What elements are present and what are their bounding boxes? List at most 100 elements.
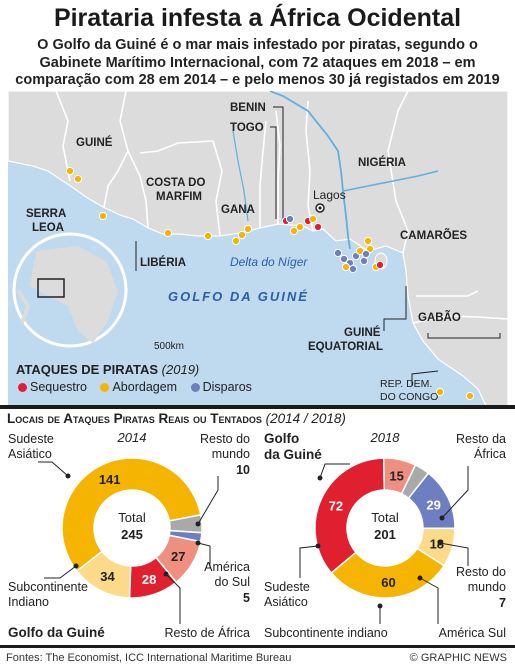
country-label-do-congo: DO CONGO [380,391,438,403]
section-title: Locais de Ataques Piratas Reais ou Tenta… [7,411,346,426]
label-2014-sudeste-1: Sudeste [8,432,54,446]
attack-dot [65,166,75,176]
label-2018-golfo-1: Golfo [264,431,299,446]
donut-value-2018-5: 60 [381,575,395,590]
country-label-leoa: LEOA [32,222,64,234]
label-2014-america-2: do Sul [215,575,250,589]
chart-year-2018: 2018 [370,430,401,445]
subtitle-line: O Golfo da Guiné é o mar mais infestado … [37,37,478,53]
label-2018-sudeste-1: Sudeste [264,580,310,594]
locator-frame [37,278,65,298]
label-2014-america-1: América [204,560,250,574]
attack-dot [435,387,445,397]
label-2014-sudeste-2: Asiático [8,447,52,461]
legend-dot-sequestro [18,383,27,392]
total-value-2018: 201 [374,527,396,542]
label-2014-golfo: Golfo da Guiné [8,625,105,640]
section-years: (2014 / 2018) [265,411,346,426]
legend-title-text: Ataques de Piratas [16,362,159,377]
attack-dot [333,248,343,258]
country-label-rep-dem: REP. DEM. [380,378,432,390]
city-label-lagos: Lagos [313,188,346,202]
donut-charts: 141 27 28 34 72 15 29 18 60 2014 2018 Total 245… [8,430,506,640]
attack-dot [465,391,475,401]
donut-slice-2018-0 [314,457,386,575]
country-label-marfim: MARFIM [156,191,202,203]
donut-value-2018-4: 18 [430,536,444,551]
label-2018-golfo-2: da Guiné [264,447,322,462]
attack-dot [285,214,295,224]
label-2014-resto-mundo-2: mundo [212,447,250,461]
attack-dot [359,256,369,266]
attack-dots [65,166,475,401]
donut-value-2014-3: 27 [171,549,185,564]
donut-value-2014-4: 28 [142,572,156,587]
attack-dot [313,222,323,232]
attack-dot [308,214,318,224]
attack-dot [73,174,83,184]
label-2014-america-val: 5 [243,591,250,605]
label-2014-subcontinente-1: Subcontinente [8,580,88,594]
donut-2014: 141 27 28 34 [61,457,203,599]
legend-dot-abordagem [100,383,110,392]
attack-dot [289,226,299,236]
donut-slice-2014-0 [61,457,202,573]
label-2014-resto-africa: Resto de África [165,625,251,640]
attack-dot [348,264,358,274]
country-label-togo: TOGO [230,122,264,134]
country-label-gabao: GABÃO [418,311,461,324]
attack-dot [243,224,253,234]
donut-2018: 72 15 29 18 60 [314,457,456,599]
country-label-serra: SERRA [26,208,66,220]
country-label-gana: GANA [221,204,255,216]
chart-year-2014: 2014 [117,430,147,445]
label-2014-resto-mundo-val: 10 [236,463,250,477]
country-label-costa-do: COSTA DO [146,177,205,189]
legend-label-sequestro: Sequestro [30,380,87,394]
donut-hole-2018 [348,491,422,565]
donut-leader-dots [65,473,445,609]
footer-source: Fontes: The Economist, ICC International… [6,652,292,664]
legend-year: (2019) [161,362,200,377]
benue-river [342,170,439,192]
volta-river [232,130,249,222]
legend-title: Ataques de Piratas (2019) [16,362,199,377]
map: BENIN TOGO GUINÉ COSTA DO MARFIM SERRA L… [8,91,508,406]
attack-dot [341,262,351,272]
country-label-camaroes: CAMARÕES [400,229,467,242]
divider-top [0,405,515,409]
donut-value-2014-5: 34 [100,569,115,584]
label-2018-resto-africa-1: Resto da [456,432,506,446]
niger-river [269,91,351,250]
country-label-nigeria: NIGÉRIA [358,156,406,169]
total-label-2018: Total [371,510,399,525]
attack-dot [98,211,108,221]
legend-dot-disparos [190,383,200,392]
label-2018-resto-mundo-2: mundo [468,580,506,594]
attack-dot [237,230,247,240]
attack-dot [363,236,373,246]
label-2018-resto-mundo-1: Resto do [456,565,506,579]
country-label-guine: GUINÉ [76,136,113,149]
locator-globe [12,232,128,348]
subtitle: O Golfo da Guiné é o mar mais infestado … [6,37,509,90]
country-label-benin: BENIN [230,102,266,114]
total-label-2014: Total [118,510,146,525]
attack-dot [163,228,173,238]
country-label-liberia: LIBÉRIA [140,256,186,269]
donut-slice-2018-5 [330,547,446,599]
label-2018-sudeste-2: Asiático [264,595,308,609]
label-2014-resto-mundo-1: Resto do [200,432,250,446]
label-2018-america: América Sul [439,626,506,640]
attack-dot [203,231,213,241]
donut-slice-2014-5 [75,550,132,599]
label-2018-resto-mundo-val: 7 [499,596,506,610]
legend: Ataques de Piratas (2019) Sequestro Abor… [10,360,252,400]
sea-label: GOLFO DA GUINÉ [168,289,309,304]
legend-items: Sequestro Abordagem Disparos [16,380,252,394]
legend-label-abordagem: Abordagem [112,380,178,394]
donut-value-2014-0: 141 [99,472,121,487]
footer-credit: © GRAPHIC NEWS [409,652,507,664]
donut-leader-lines [38,461,469,624]
donut-hole-2014 [95,491,169,565]
